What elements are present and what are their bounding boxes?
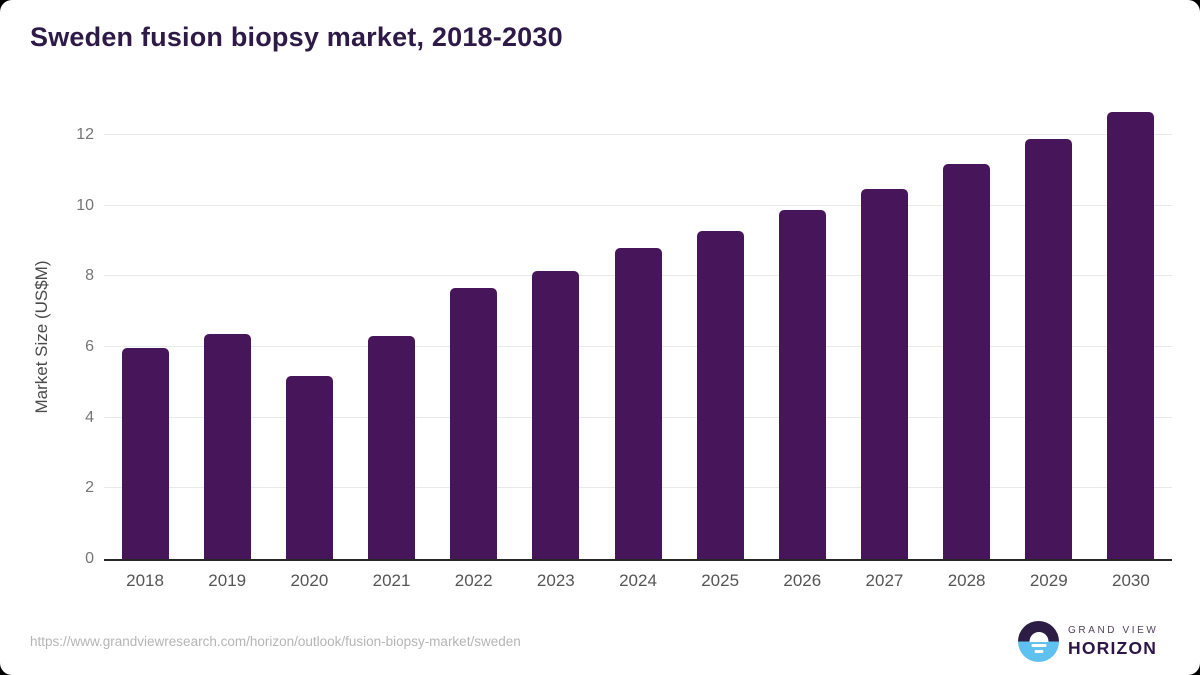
horizon-sun-icon bbox=[1018, 621, 1059, 662]
bar-2020 bbox=[285, 375, 333, 559]
x-tick-label-2027: 2027 bbox=[865, 571, 904, 590]
y-tick-label-12: 12 bbox=[76, 126, 94, 143]
plot-area: 0 2 4 6 8 10 12 2018 2019 2020 2021 2022 2023 2024 202… bbox=[76, 100, 1172, 590]
source-url: https://www.grandviewresearch.com/horizo… bbox=[30, 634, 521, 649]
grandview-horizon-logo: GRAND VIEW HORIZON bbox=[1018, 621, 1158, 662]
gridline-12 bbox=[104, 134, 1172, 135]
chart-title: Sweden fusion biopsy market, 2018-2030 bbox=[30, 22, 563, 52]
bar-2023 bbox=[532, 270, 580, 559]
x-tick-label-2024: 2024 bbox=[619, 571, 657, 590]
y-tick-label-0: 0 bbox=[85, 550, 94, 567]
x-tick-label-2029: 2029 bbox=[1029, 571, 1068, 590]
y-tick-label-2: 2 bbox=[85, 479, 94, 497]
bar-2024 bbox=[614, 248, 662, 559]
sun-shape bbox=[1029, 632, 1048, 642]
logo-product-name: HORIZON bbox=[1068, 637, 1158, 658]
y-tick-label-8: 8 bbox=[85, 267, 94, 285]
x-tick-label-2028: 2028 bbox=[947, 571, 986, 590]
x-tick-label-2020: 2020 bbox=[290, 571, 329, 590]
sun-reflection-bar bbox=[1031, 644, 1046, 647]
y-axis-title: Market Size (US$M) bbox=[32, 260, 51, 414]
y-tick-label-4: 4 bbox=[85, 408, 94, 426]
x-tick-label-2023: 2023 bbox=[536, 571, 575, 590]
bar-2028 bbox=[943, 164, 991, 559]
x-tick-label-2019: 2019 bbox=[208, 571, 247, 590]
bar-2025 bbox=[696, 231, 744, 559]
y-tick-label-6: 6 bbox=[85, 338, 94, 355]
x-tick-label-2030: 2030 bbox=[1112, 571, 1150, 590]
logo-text: GRAND VIEW HORIZON bbox=[1068, 624, 1159, 658]
bar-2021 bbox=[368, 336, 416, 559]
sun-reflection-bar bbox=[1034, 650, 1043, 653]
x-tick-label-2018: 2018 bbox=[126, 571, 164, 590]
bar-2026 bbox=[778, 210, 826, 559]
logo-brand-name: GRAND VIEW bbox=[1068, 624, 1159, 636]
x-tick-label-2026: 2026 bbox=[783, 571, 822, 590]
bar-2030 bbox=[1107, 112, 1155, 559]
x-tick-label-2025: 2025 bbox=[701, 571, 740, 590]
bar-2029 bbox=[1025, 139, 1073, 559]
bar-2018 bbox=[121, 348, 169, 559]
x-tick-label-2022: 2022 bbox=[454, 571, 493, 590]
y-tick-label-10: 10 bbox=[76, 196, 94, 214]
bar-2022 bbox=[450, 287, 498, 559]
gridline-10 bbox=[104, 204, 1172, 206]
bar-2027 bbox=[860, 189, 908, 559]
x-tick-label-2021: 2021 bbox=[372, 571, 411, 590]
bar-2019 bbox=[203, 333, 251, 559]
